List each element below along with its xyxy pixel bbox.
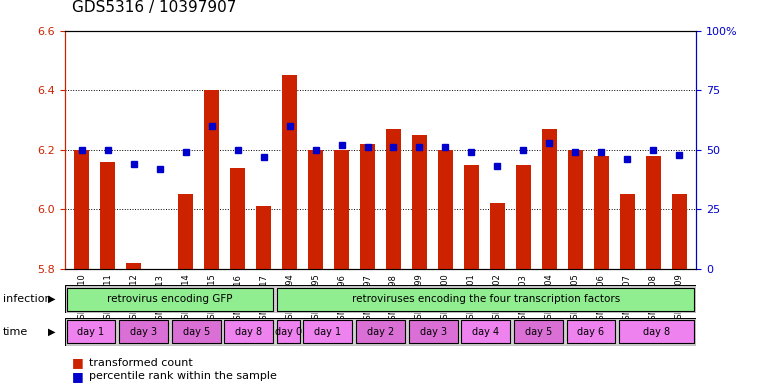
Bar: [619, 320, 695, 343]
Bar: [205, 90, 218, 269]
Bar: [282, 75, 297, 269]
Text: percentile rank within the sample: percentile rank within the sample: [89, 371, 277, 381]
Bar: [543, 129, 556, 269]
Bar: [66, 288, 273, 311]
Text: ▶: ▶: [48, 327, 56, 337]
Text: day 1: day 1: [314, 327, 342, 337]
Text: day 1: day 1: [78, 327, 104, 337]
Text: transformed count: transformed count: [89, 358, 193, 368]
Text: day 8: day 8: [235, 327, 263, 337]
Bar: [672, 194, 686, 269]
Bar: [178, 194, 193, 269]
Bar: [490, 204, 505, 269]
Bar: [224, 320, 273, 343]
Text: day 8: day 8: [643, 327, 670, 337]
Bar: [361, 144, 374, 269]
Text: day 2: day 2: [367, 327, 394, 337]
Bar: [516, 165, 530, 269]
Bar: [75, 150, 89, 269]
Bar: [568, 150, 583, 269]
Text: GDS5316 / 10397907: GDS5316 / 10397907: [72, 0, 237, 15]
Bar: [152, 269, 167, 340]
Bar: [119, 320, 168, 343]
Bar: [461, 320, 510, 343]
Bar: [620, 194, 635, 269]
Text: day 6: day 6: [578, 327, 604, 337]
Bar: [387, 129, 400, 269]
Bar: [464, 165, 479, 269]
Bar: [100, 162, 115, 269]
Bar: [412, 135, 427, 269]
Text: retroviruses encoding the four transcription factors: retroviruses encoding the four transcrip…: [352, 294, 620, 304]
Text: ■: ■: [72, 356, 84, 369]
Bar: [594, 156, 609, 269]
Text: ■: ■: [72, 370, 84, 383]
Text: day 4: day 4: [473, 327, 499, 337]
Text: day 5: day 5: [183, 327, 210, 337]
Text: day 5: day 5: [525, 327, 552, 337]
Bar: [304, 320, 352, 343]
Bar: [231, 168, 245, 269]
Text: day 3: day 3: [130, 327, 158, 337]
Text: time: time: [3, 327, 28, 337]
Bar: [567, 320, 616, 343]
Text: day 3: day 3: [419, 327, 447, 337]
Bar: [126, 263, 141, 269]
Bar: [172, 320, 221, 343]
Text: retrovirus encoding GFP: retrovirus encoding GFP: [107, 294, 233, 304]
Bar: [66, 320, 116, 343]
Bar: [334, 150, 349, 269]
Bar: [277, 320, 300, 343]
Text: infection: infection: [3, 294, 52, 304]
Bar: [277, 288, 695, 311]
Bar: [409, 320, 457, 343]
Bar: [356, 320, 405, 343]
Text: ▶: ▶: [48, 294, 56, 304]
Bar: [646, 156, 661, 269]
Bar: [308, 150, 323, 269]
Bar: [438, 150, 453, 269]
Bar: [514, 320, 563, 343]
Text: day 0: day 0: [275, 327, 302, 337]
Bar: [256, 206, 271, 269]
